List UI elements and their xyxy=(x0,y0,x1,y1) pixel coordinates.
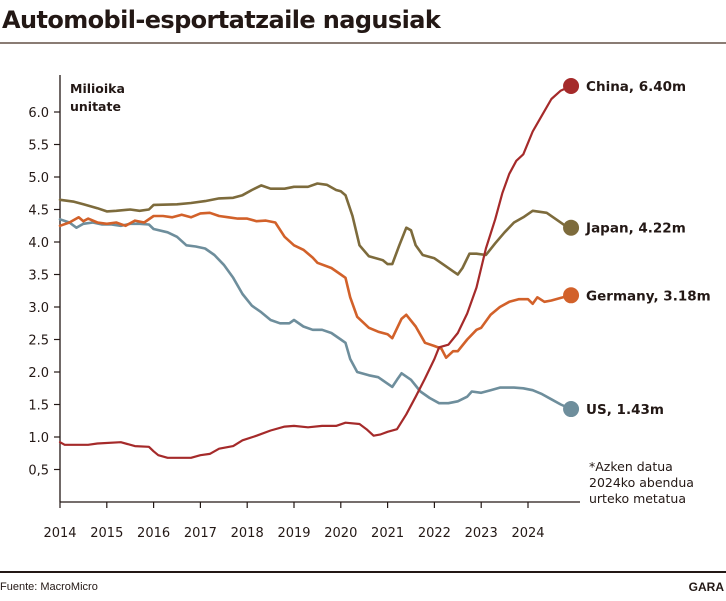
x-tick-label: 2021 xyxy=(371,526,404,541)
end-markers: US, 1.43m Germany, 3.18m Japan, 4.22m China… xyxy=(563,78,711,418)
y-tick-label: 1.5 xyxy=(28,399,49,414)
title-divider xyxy=(0,42,726,44)
series-lines xyxy=(58,84,573,459)
y-axis-label-line2: unitate xyxy=(70,99,121,114)
note-line-1: *Azken datua xyxy=(589,459,673,474)
series-line-japan xyxy=(58,182,573,276)
y-tick-label: 2.5 xyxy=(28,334,49,349)
y-tick-label: 4.5 xyxy=(28,204,49,219)
end-marker-us xyxy=(563,401,580,418)
x-tick-label: 2014 xyxy=(43,526,76,541)
y-tick-label: 3.0 xyxy=(28,301,49,316)
x-tick-label: 2024 xyxy=(511,526,544,541)
end-marker-china xyxy=(563,78,580,94)
end-marker-japan xyxy=(563,219,580,236)
y-tick-label: 6.0 xyxy=(28,106,49,121)
series-line-us xyxy=(58,218,573,411)
x-axis-ticks: 2014 2015 2016 2017 2018 2019 2020 2021 2022 2023… xyxy=(43,502,545,541)
y-axis-label-line1: Milioika xyxy=(70,81,125,96)
x-tick-label: 2017 xyxy=(184,526,217,541)
note-line-2: 2024ko abendua xyxy=(589,475,694,490)
end-label-china: China, 6.40m xyxy=(586,79,686,95)
y-tick-label: 2.0 xyxy=(28,366,49,381)
end-label-japan: Japan, 4.22m xyxy=(585,221,686,237)
note-line-3: urteko metatua xyxy=(589,491,686,506)
y-tick-label: 5.5 xyxy=(28,139,49,154)
brand-logo: GARA xyxy=(688,580,724,594)
x-tick-label: 2015 xyxy=(90,526,123,541)
series-line-china xyxy=(58,84,573,459)
series-line-germany xyxy=(58,211,573,359)
x-tick-label: 2023 xyxy=(465,526,498,541)
y-tick-label: 1.0 xyxy=(28,431,49,446)
end-label-germany: Germany, 3.18m xyxy=(586,288,711,304)
y-tick-label: 4.0 xyxy=(28,236,49,251)
end-marker-germany xyxy=(563,287,580,304)
y-tick-label: 3.5 xyxy=(28,269,49,284)
source-credit: Fuente: MacroMicro xyxy=(0,581,98,593)
footer-divider xyxy=(0,571,726,573)
x-tick-label: 2019 xyxy=(277,526,310,541)
end-label-us: US, 1.43m xyxy=(586,402,664,418)
axes xyxy=(59,75,580,503)
x-tick-label: 2018 xyxy=(231,526,264,541)
y-tick-label: 5.0 xyxy=(28,171,49,186)
chart-title: Automobil-esportatzaile nagusiak xyxy=(2,6,441,34)
y-axis-ticks: 0,5 1.0 1.5 2.0 2.5 3.0 3.5 4.0 4.5 5.0 5.5 6.0 xyxy=(28,106,60,479)
x-tick-label: 2022 xyxy=(418,526,451,541)
footnote: *Azken datua 2024ko abendua urteko metat… xyxy=(589,459,694,506)
x-tick-label: 2020 xyxy=(324,526,357,541)
x-tick-label: 2016 xyxy=(137,526,170,541)
y-tick-label: 0,5 xyxy=(28,464,49,479)
